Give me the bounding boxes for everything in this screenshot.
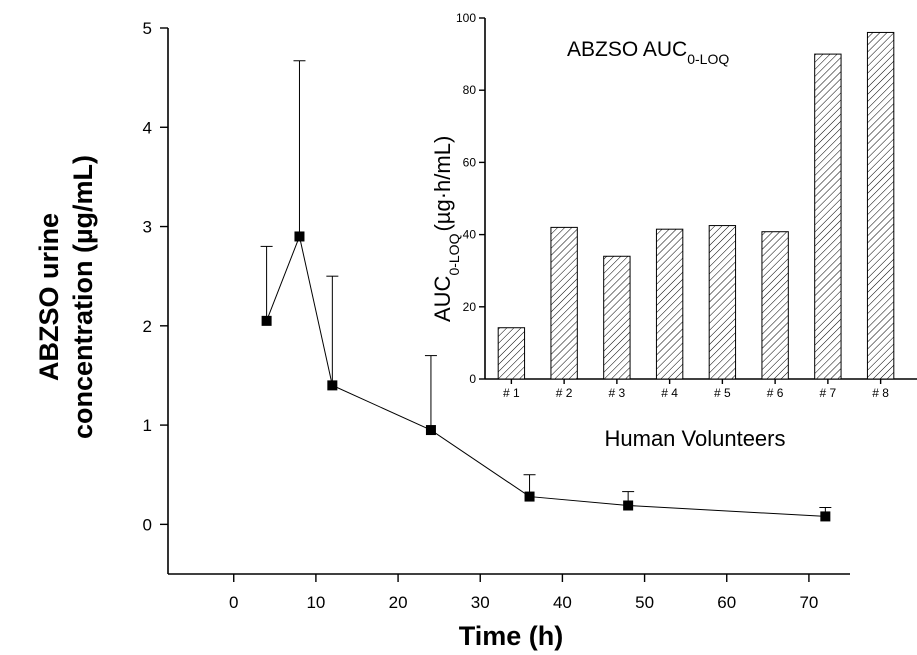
main-x-tick-label: 40 xyxy=(553,593,572,612)
main-x-tick-label: 60 xyxy=(717,593,736,612)
inset-x-tick-label: # 6 xyxy=(767,386,784,400)
inset-bar xyxy=(708,225,737,380)
inset-chart: 0 20 40 60 80 100 # 1 # 2 # 3 # 4 # 5 # 6 # 7 # 8 AB… xyxy=(430,11,917,451)
main-y-axis-title-line1: ABZSO urine xyxy=(34,213,64,381)
inset-bar xyxy=(497,327,526,380)
main-y-tick-label: 0 xyxy=(143,515,152,534)
inset-x-tick-label: # 5 xyxy=(714,386,731,400)
main-x-tick-label: 10 xyxy=(306,593,325,612)
inset-bar xyxy=(603,255,631,380)
inset-x-axis-title: Human Volunteers xyxy=(605,426,786,451)
main-y-tick-label: 2 xyxy=(143,317,152,336)
main-data-point xyxy=(327,380,338,391)
inset-y-tick-label: 80 xyxy=(463,83,477,97)
inset-x-tick-label: # 2 xyxy=(556,386,573,400)
inset-title-sub: 0-LOQ xyxy=(687,51,729,67)
main-series-line xyxy=(266,234,826,517)
main-x-tick-label: 0 xyxy=(229,593,238,612)
inset-bars xyxy=(497,31,895,380)
inset-y-title-sub: 0-LOQ xyxy=(446,233,462,275)
main-data-point xyxy=(425,425,436,436)
main-x-tick-label: 50 xyxy=(635,593,654,612)
inset-x-tick-label: # 8 xyxy=(872,386,889,400)
main-data-point xyxy=(294,231,305,242)
main-chart: 0 1 2 3 4 5 0 10 20 30 40 50 60 70 Time (h) ABZSO ur… xyxy=(34,19,850,651)
main-y-tick-label: 5 xyxy=(143,19,152,38)
inset-y-tick-label: 20 xyxy=(463,300,477,314)
inset-y-tick-label: 60 xyxy=(463,155,477,169)
inset-y-tick-label: 100 xyxy=(456,11,476,25)
main-markers xyxy=(261,231,831,522)
main-y-tick-label: 4 xyxy=(143,118,152,137)
inset-x-tick-labels: # 1 # 2 # 3 # 4 # 5 # 6 # 7 # 8 xyxy=(503,379,889,400)
main-x-tick-label: 30 xyxy=(471,593,490,612)
main-data-point xyxy=(524,491,535,502)
main-data-point xyxy=(623,500,634,511)
inset-bar xyxy=(655,228,684,380)
inset-x-tick-label: # 1 xyxy=(503,386,520,400)
main-data-point xyxy=(261,315,272,326)
inset-y-tick-label: 40 xyxy=(463,228,477,242)
main-y-tick-label: 1 xyxy=(143,416,152,435)
inset-title-main: ABZSO AUC xyxy=(567,38,687,61)
inset-bar xyxy=(866,31,895,380)
inset-y-title-main: AUC xyxy=(430,275,455,322)
main-x-tick-label: 70 xyxy=(799,593,818,612)
inset-x-tick-label: # 4 xyxy=(661,386,678,400)
inset-y-axis-title: AUC0-LOQ(µg·h/mL) xyxy=(430,136,462,322)
inset-bar xyxy=(550,226,578,380)
inset-title: ABZSO AUC0-LOQ xyxy=(567,38,729,67)
inset-y-ticks: 0 20 40 60 80 100 xyxy=(456,11,485,386)
main-y-axis-title-line2: concentration (µg/mL) xyxy=(68,155,98,439)
main-y-ticks: 0 1 2 3 4 5 xyxy=(143,19,168,534)
main-x-axis-title: Time (h) xyxy=(459,621,564,651)
main-data-point xyxy=(820,511,831,522)
main-x-ticks: 0 10 20 30 40 50 60 70 xyxy=(229,574,818,612)
main-error-bars xyxy=(260,60,832,517)
main-y-tick-label: 3 xyxy=(143,218,152,237)
inset-y-tick-label: 0 xyxy=(469,372,476,386)
inset-x-tick-label: # 7 xyxy=(820,386,837,400)
inset-y-title-units: (µg·h/mL) xyxy=(430,136,455,232)
inset-bar xyxy=(761,231,789,380)
inset-bar xyxy=(814,53,842,380)
main-x-tick-label: 20 xyxy=(389,593,408,612)
inset-x-tick-label: # 3 xyxy=(609,386,626,400)
